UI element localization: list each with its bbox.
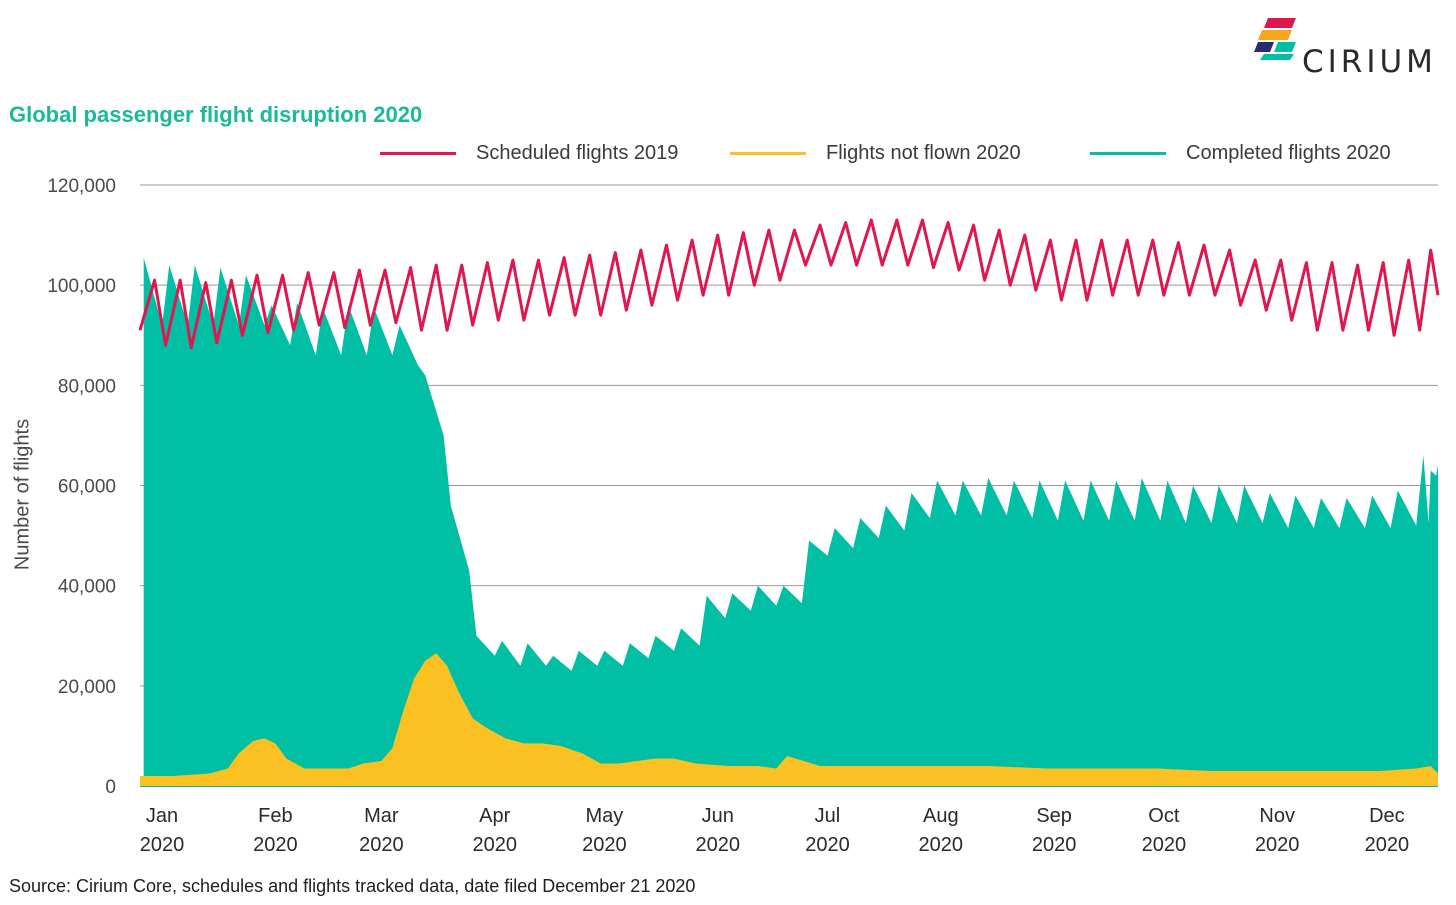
- y-tick-label: 100,000: [47, 276, 116, 297]
- y-axis-ticks: 120,000 100,000 80,000 60,000 40,000 20,000 0: [47, 176, 116, 798]
- x-tick-year: 2020: [1032, 834, 1077, 856]
- logo-stripe-yellow: [1258, 30, 1292, 40]
- logo-stripe-teal-2: [1260, 54, 1294, 60]
- legend-swatch-scheduled: [380, 151, 456, 155]
- legend-swatch-completed: [1090, 151, 1166, 155]
- scheduled-flights-line-shape: [138, 218, 1440, 350]
- y-tick-label: 60,000: [58, 477, 116, 498]
- x-tick-month: Jan: [146, 805, 178, 827]
- legend-item-scheduled: Scheduled flights 2019: [380, 140, 678, 166]
- y-tick-label: 40,000: [58, 577, 116, 598]
- x-tick-year: 2020: [359, 834, 404, 856]
- x-tick-month: Oct: [1148, 805, 1180, 827]
- chart-title: Global passenger flight disruption 2020: [9, 102, 423, 127]
- not-flown-area-shape: [140, 653, 1438, 786]
- x-tick-year: 2020: [696, 834, 741, 856]
- x-tick-month: Feb: [258, 805, 292, 827]
- x-tick-year: 2020: [472, 834, 517, 856]
- x-tick-year: 2020: [1365, 834, 1410, 856]
- y-tick-label: 120,000: [47, 176, 116, 197]
- logo-stripe-teal: [1274, 42, 1296, 52]
- y-tick-label: 20,000: [58, 677, 116, 698]
- legend-label-completed: Completed flights 2020: [1186, 141, 1391, 164]
- x-tick-year: 2020: [582, 834, 627, 856]
- logo-stripe-navy: [1254, 42, 1274, 52]
- logo-stripe-red: [1264, 18, 1296, 28]
- legend-label-not-flown: Flights not flown 2020: [826, 141, 1021, 164]
- x-tick-year: 2020: [253, 834, 298, 856]
- cirium-logo: [1254, 18, 1296, 60]
- y-tick-label: 80,000: [58, 376, 116, 397]
- x-tick-month: Nov: [1259, 805, 1295, 827]
- x-tick-month: Jun: [702, 805, 734, 827]
- legend-item-not-flown: Flights not flown 2020: [730, 140, 1021, 166]
- x-tick-month: Jul: [815, 805, 841, 827]
- completed-flights-area: [143, 257, 1438, 787]
- x-tick-month: Aug: [923, 805, 959, 827]
- x-tick-month: Apr: [479, 805, 510, 827]
- x-tick-year: 2020: [140, 834, 185, 856]
- x-axis-ticks: Jan 2020 Feb 2020 Mar 2020 Apr 2020 May 2020 Jun 20…: [140, 805, 1409, 856]
- legend-label-scheduled: Scheduled flights 2019: [476, 141, 679, 164]
- x-tick-year: 2020: [1142, 834, 1187, 856]
- x-tick-month: Dec: [1369, 805, 1405, 827]
- logo-wordmark: CIRIUM: [1302, 44, 1437, 80]
- x-tick-year: 2020: [805, 834, 850, 856]
- completed-flights-area-shape: [143, 257, 1438, 787]
- x-tick-year: 2020: [1255, 834, 1300, 856]
- x-tick-month: May: [586, 805, 624, 827]
- legend-swatch-not-flown: [730, 151, 806, 155]
- not-flown-area: [140, 653, 1438, 786]
- x-tick-month: Sep: [1036, 805, 1072, 827]
- legend-item-completed: Completed flights 2020: [1090, 140, 1391, 166]
- scheduled-flights-line: [138, 218, 1440, 350]
- x-tick-year: 2020: [919, 834, 964, 856]
- source-note: Source: Cirium Core, schedules and fligh…: [9, 876, 696, 896]
- x-tick-month: Mar: [364, 805, 399, 827]
- y-tick-label: 0: [105, 777, 116, 798]
- y-axis-label: Number of flights: [11, 418, 34, 571]
